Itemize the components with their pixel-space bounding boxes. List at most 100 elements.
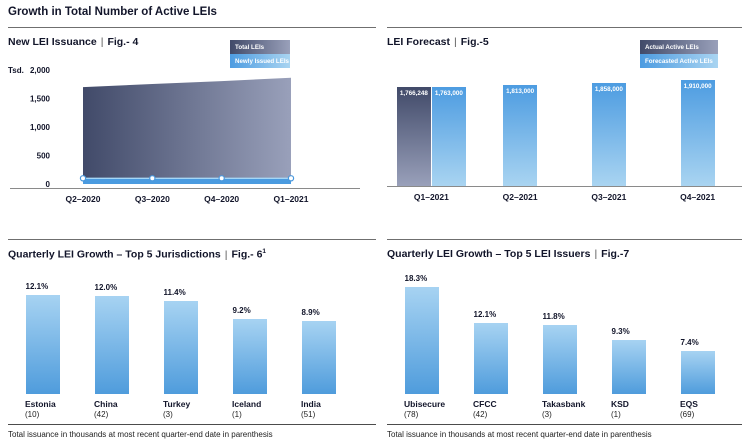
bar-value-label: 12.1% — [473, 310, 497, 320]
bar-wrap: 11.8% — [542, 312, 577, 394]
category-name: Estonia — [25, 399, 56, 409]
bar-group-fig7: 18.3% 12.1% 11.8% 9.3% 7.4% — [387, 274, 732, 394]
bottom-rule-fig7 — [387, 424, 742, 425]
category-label-ubisecure: Ubisecure (78) — [387, 399, 456, 420]
chart-title-text: Quarterly LEI Growth – Top 5 LEI Issuers — [387, 248, 591, 260]
bar-column-estonia: 12.1% — [8, 282, 77, 394]
bar-group-fig5: 1,766,248 1,763,000 1,813,000 1,858,000 1,91… — [387, 28, 742, 186]
bar-turkey — [163, 300, 198, 394]
total-leis-area — [83, 77, 291, 184]
x-axis-label: Q3–2020 — [135, 194, 170, 204]
panel-top5-jurisdictions: Quarterly LEI Growth – Top 5 Jurisdictio… — [8, 239, 376, 440]
category-name: Iceland — [232, 399, 262, 409]
bar-column-cfcc: 12.1% — [456, 310, 525, 394]
bar-forecasted-active-leis: 1,858,000 — [591, 82, 626, 186]
category-label-china: China (42) — [77, 399, 146, 420]
category-name: EQS — [680, 399, 698, 409]
x-axis-label: Q3–2021 — [591, 192, 627, 202]
category-label-cfcc: CFCC (42) — [456, 399, 525, 420]
bar-india — [301, 321, 336, 394]
category-labels-fig6: Estonia (10) China (42) Turkey (3) Iceland (1) I… — [8, 399, 353, 420]
data-point-marker — [287, 175, 295, 182]
bar-value-label: 1,763,000 — [434, 90, 463, 97]
bar-estonia — [25, 295, 60, 394]
bar-value-label: 1,766,248 — [399, 89, 428, 97]
footnote-fig6: Total issuance in thousands at most rece… — [8, 430, 273, 439]
y-tick-label: 2,000 — [30, 66, 51, 75]
figure-label: Fig.-7 — [601, 248, 630, 260]
category-count: (69) — [680, 409, 695, 419]
bar-column-Q3–2021: 1,858,000 — [565, 82, 654, 186]
bar-value-label: 1,858,000 — [594, 85, 623, 93]
figure-footnote-marker: 1 — [262, 248, 267, 255]
bar-column-turkey: 11.4% — [146, 288, 215, 394]
bar-wrap: 9.3% — [611, 326, 646, 394]
category-name: Takasbank — [542, 399, 586, 409]
title-separator: | — [454, 36, 457, 48]
bar-china — [94, 295, 129, 394]
data-point-marker — [149, 175, 156, 182]
category-count: (1) — [232, 409, 242, 419]
bar-wrap: 12.0% — [94, 283, 129, 394]
bar-column-Q1–2021: 1,766,248 1,763,000 — [387, 86, 476, 186]
category-label-india: India (51) — [284, 399, 353, 420]
figure-label: Fig.- 6 — [231, 248, 263, 261]
bar-column-takasbank: 11.8% — [525, 312, 594, 394]
legend-item-newly-issued-leis: Newly Issued LEIs — [230, 54, 290, 68]
x-axis-label: Q2–2020 — [66, 194, 101, 204]
data-point-marker — [79, 175, 87, 182]
category-count: (78) — [404, 409, 419, 419]
bar-column-ubisecure: 18.3% — [387, 274, 456, 394]
bar-takasbank — [542, 325, 577, 394]
chart-title-text: New LEI Issuance — [8, 36, 97, 48]
y-tick-label: 500 — [37, 151, 51, 160]
bar-wrap: 8.9% — [301, 308, 336, 394]
newly-issued-band — [83, 178, 291, 184]
bar-wrap: 9.2% — [232, 306, 267, 394]
legend-fig4: Total LEIs Newly Issued LEIs — [230, 40, 290, 68]
category-count: (51) — [301, 409, 316, 419]
bar-wrap: 11.4% — [163, 287, 198, 394]
figure-label: Fig.-5 — [460, 36, 489, 48]
category-count: (42) — [473, 409, 488, 419]
bar-value-label: 9.3% — [611, 326, 630, 336]
footnote-fig7: Total issuance in thousands at most rece… — [387, 430, 652, 439]
x-axis-label: Q2–2021 — [502, 192, 538, 202]
chart-title-text: LEI Forecast — [387, 36, 451, 48]
title-separator: | — [594, 248, 598, 260]
category-count: (42) — [94, 409, 109, 419]
category-count: (10) — [25, 409, 40, 419]
category-count: (3) — [542, 409, 552, 419]
bar-eqs — [680, 350, 715, 394]
chart-title-fig5: LEI Forecast | Fig.-5 — [387, 36, 495, 48]
bar-column-Q2–2021: 1,813,000 — [476, 84, 565, 186]
title-separator: | — [224, 248, 228, 261]
category-label-eqs: EQS (69) — [663, 399, 732, 420]
bar-column-Q4–2021: 1,910,000 — [653, 80, 742, 186]
data-point-marker — [218, 175, 225, 182]
legend-item-actual-active-leis: Actual Active LEIs — [640, 40, 718, 54]
x-axis-label: Q1–2021 — [413, 192, 449, 202]
category-label-estonia: Estonia (10) — [8, 399, 77, 420]
bar-value-label: 1,910,000 — [683, 83, 712, 90]
title-separator: | — [100, 36, 104, 48]
chart-title-fig4: New LEI Issuance | Fig.- 4 — [8, 36, 138, 48]
bar-wrap: 12.1% — [25, 282, 60, 394]
panel-top5-lei-issuers: Quarterly LEI Growth – Top 5 LEI Issuers… — [387, 239, 742, 440]
bar-forecasted-active-leis: 1,813,000 — [503, 84, 538, 186]
bar-forecasted-active-leis: 1,910,000 — [680, 80, 715, 186]
bar-forecasted-active-leis: 1,763,000 — [431, 87, 466, 186]
x-axis-label: Q1–2021 — [274, 194, 309, 204]
chart-title-text: Quarterly LEI Growth – Top 5 Jurisdictio… — [8, 248, 221, 261]
category-count: (3) — [163, 409, 173, 419]
category-labels-fig7: Ubisecure (78) CFCC (42) Takasbank (3) KSD (1) E… — [387, 399, 732, 420]
bar-column-ksd: 9.3% — [594, 327, 663, 394]
category-name: Turkey — [163, 399, 191, 409]
category-name: China — [94, 399, 118, 409]
category-count: (1) — [611, 409, 621, 419]
bar-value-label: 11.4% — [163, 287, 186, 297]
y-tick-label: 1,500 — [30, 94, 51, 103]
bar-group-fig6: 12.1% 12.0% 11.4% 9.2% 8.9% — [8, 278, 353, 394]
legend-item-forecasted-active-leis: Forecasted Active LEIs — [640, 54, 718, 68]
bar-actual-active-leis: 1,766,248 — [396, 86, 431, 186]
